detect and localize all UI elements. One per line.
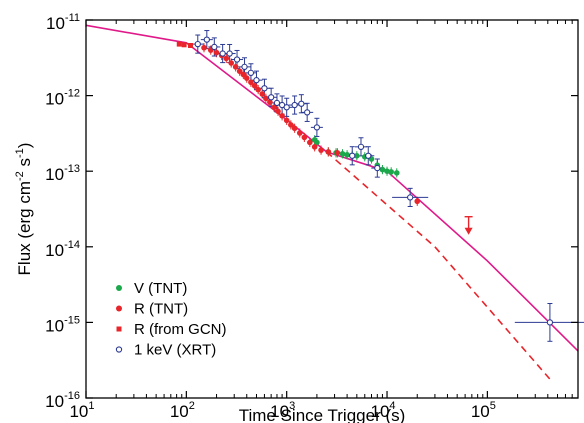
r-tnt-point [318,147,324,153]
r-tnt-point [236,68,243,75]
r-tnt-point [259,91,265,97]
legend-marker-dot [116,305,122,312]
xrt-point [313,124,321,131]
xrt-point [365,152,372,159]
xrt-point [226,50,233,57]
plot-frame [85,19,579,399]
error-bars [191,30,584,342]
v-tnt-point [388,169,394,175]
xrt-point [194,40,201,48]
y-tick-label: 10-14 [45,239,80,260]
r-tnt-point [311,144,318,150]
r-tnt-point [223,55,230,62]
x-tick-label: 105 [471,400,496,421]
r-tnt-point [240,71,247,78]
xrt-point [374,164,381,172]
v-tnt-point [344,151,350,158]
y-tick-label: 10-12 [45,88,80,109]
r-tnt-point [296,130,303,136]
x-tick-label: 102 [170,400,195,421]
r-tnt-point [414,198,421,205]
v-tnt-point [384,168,390,174]
r-tnt-point [279,113,285,119]
r-tnt-point [255,86,261,93]
r-tnt-point [271,104,277,111]
y-axis-label-exp1: -2 [14,171,26,181]
y-tick-label: 10-16 [45,390,80,411]
xrt-point [253,77,260,84]
xrt-point [546,319,554,326]
gcn-point [181,42,187,48]
xrt-point [233,56,241,63]
r-tnt-point [325,149,332,155]
x-tick-label: 104 [371,400,396,421]
r-tnt-point [288,122,294,128]
r-tnt-point [301,134,308,141]
xrt-point [349,152,356,159]
xrt-point [267,94,275,101]
r-tnt-point [213,49,220,56]
r-tnt-point [201,44,207,51]
axis-ticks: 101 102 103 104 105 10-16 10-15 10-14 10-13 10-12… [45,12,579,421]
xrt-point [298,100,305,107]
gcn-point [176,41,182,47]
v-tnt-point [314,139,320,146]
y-axis-label: Flux (erg cm-2 s-1) [14,143,34,276]
xrt-point [291,101,298,109]
xrt-point [357,143,365,150]
r-tnt-point [248,79,254,86]
v-tnt-point [393,170,400,176]
legend-label: R (from GCN) [134,321,227,338]
data-points [176,36,554,326]
legend-marker-dot [116,285,122,291]
legend-label: 1 keV (XRT) [134,342,216,359]
legend: V (TNT) R (TNT) R (from GCN) 1 keV (XRT) [115,280,227,359]
y-axis-label-main: Flux (erg cm [15,181,34,275]
x-axis-label: Time Since Trigger (s) [239,406,406,423]
legend-label: R (TNT) [134,301,188,318]
v-tnt-point [354,152,360,159]
legend-label: V (TNT) [134,280,187,297]
xrt-point [211,43,218,51]
x-tick-label: 101 [69,400,94,421]
y-tick-label: 10-15 [45,314,80,335]
xrt-point [304,109,311,116]
r-tnt-point [228,60,235,66]
y-axis-label-end: ) [15,143,34,149]
r-tnt-point [263,95,269,102]
v-tnt-point [379,166,386,173]
r-tnt-point [283,117,290,124]
x-tick-label: 103 [270,400,295,421]
r-tnt-point [275,108,281,115]
xrt-point [283,104,290,111]
r-tnt-point [267,99,273,105]
xrt-point [203,36,210,43]
fit-line-dashed [326,151,554,384]
legend-marker-open-circle [115,346,123,353]
xrt-point [247,69,255,76]
gcn-point [187,42,193,48]
r-tnt-point [334,150,341,156]
upper-limit-arrow-head [464,227,473,235]
xrt-point [261,85,268,92]
r-tnt-point [243,75,250,81]
y-axis-label-mid: s [15,158,34,171]
r-tnt-point [307,139,313,146]
r-tnt-point [251,82,258,89]
legend-marker-square [116,326,122,332]
xrt-point [241,63,248,71]
y-tick-label: 10-11 [46,12,80,33]
y-tick-label: 10-13 [45,163,80,184]
v-tnt-point [339,150,346,157]
r-tnt-point [232,64,239,70]
xrt-point [273,99,281,107]
xrt-point [407,194,414,201]
xrt-point [219,50,226,57]
r-tnt-point [291,125,298,132]
y-axis-label-exp2: -1 [14,148,26,158]
